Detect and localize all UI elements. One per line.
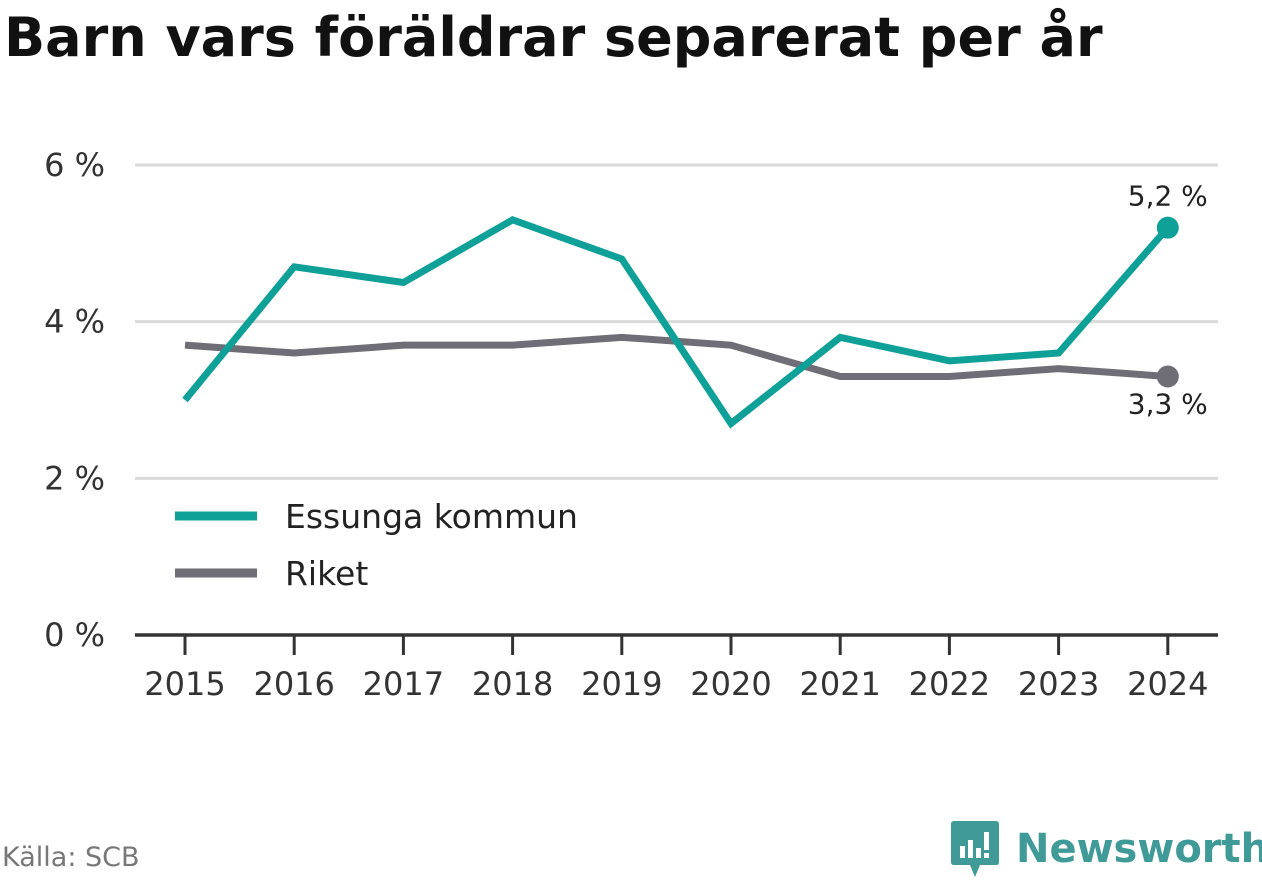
x-tick-label: 2019 <box>581 665 662 703</box>
series-lines: 3,3 % 5,2 % <box>182 180 1208 429</box>
x-tick-label: 2018 <box>472 665 553 703</box>
y-tick-label: 0 % <box>44 616 105 654</box>
legend-label: Essunga kommun <box>285 497 578 536</box>
x-tick-label: 2015 <box>144 665 225 703</box>
x-tick-label: 2021 <box>799 665 880 703</box>
brand: Newsworthy <box>950 818 1262 880</box>
y-tick-label: 2 % <box>44 459 105 497</box>
series-line-essunga-kommun <box>182 215 1171 429</box>
y-tick-label: 6 % <box>44 146 105 184</box>
y-tick-label: 4 % <box>44 303 105 341</box>
x-tick-label: 2016 <box>253 665 334 703</box>
series-end-point-essunga-kommun <box>1156 216 1179 239</box>
newsworthy-logo-icon <box>951 821 999 877</box>
series-end-point-riket <box>1156 365 1179 388</box>
legend-label: Riket <box>285 554 368 593</box>
x-tick-label: 2017 <box>363 665 444 703</box>
x-tick-label: 2022 <box>909 665 990 703</box>
end-value-label-essunga-kommun: 5,2 % <box>1128 180 1208 213</box>
chart-title: Barn vars föräldrar separerat per år <box>4 6 1103 69</box>
x-tick-label: 2020 <box>690 665 771 703</box>
end-value-label-riket: 3,3 % <box>1128 388 1208 421</box>
source-note: Källa: SCB <box>2 842 140 873</box>
brand-name: Newsworthy <box>1016 826 1262 872</box>
y-axis-ticks: 0 % 2 % 4 % 6 % <box>44 146 105 654</box>
legend: Essunga kommun Riket <box>175 497 578 593</box>
x-tick-label: 2023 <box>1018 665 1099 703</box>
grid-lines <box>135 163 1218 480</box>
x-tick-label: 2024 <box>1127 665 1208 703</box>
x-axis-ticks: 2015 2016 2017 2018 2019 2020 2021 2022 2023 2024 <box>144 635 1209 703</box>
